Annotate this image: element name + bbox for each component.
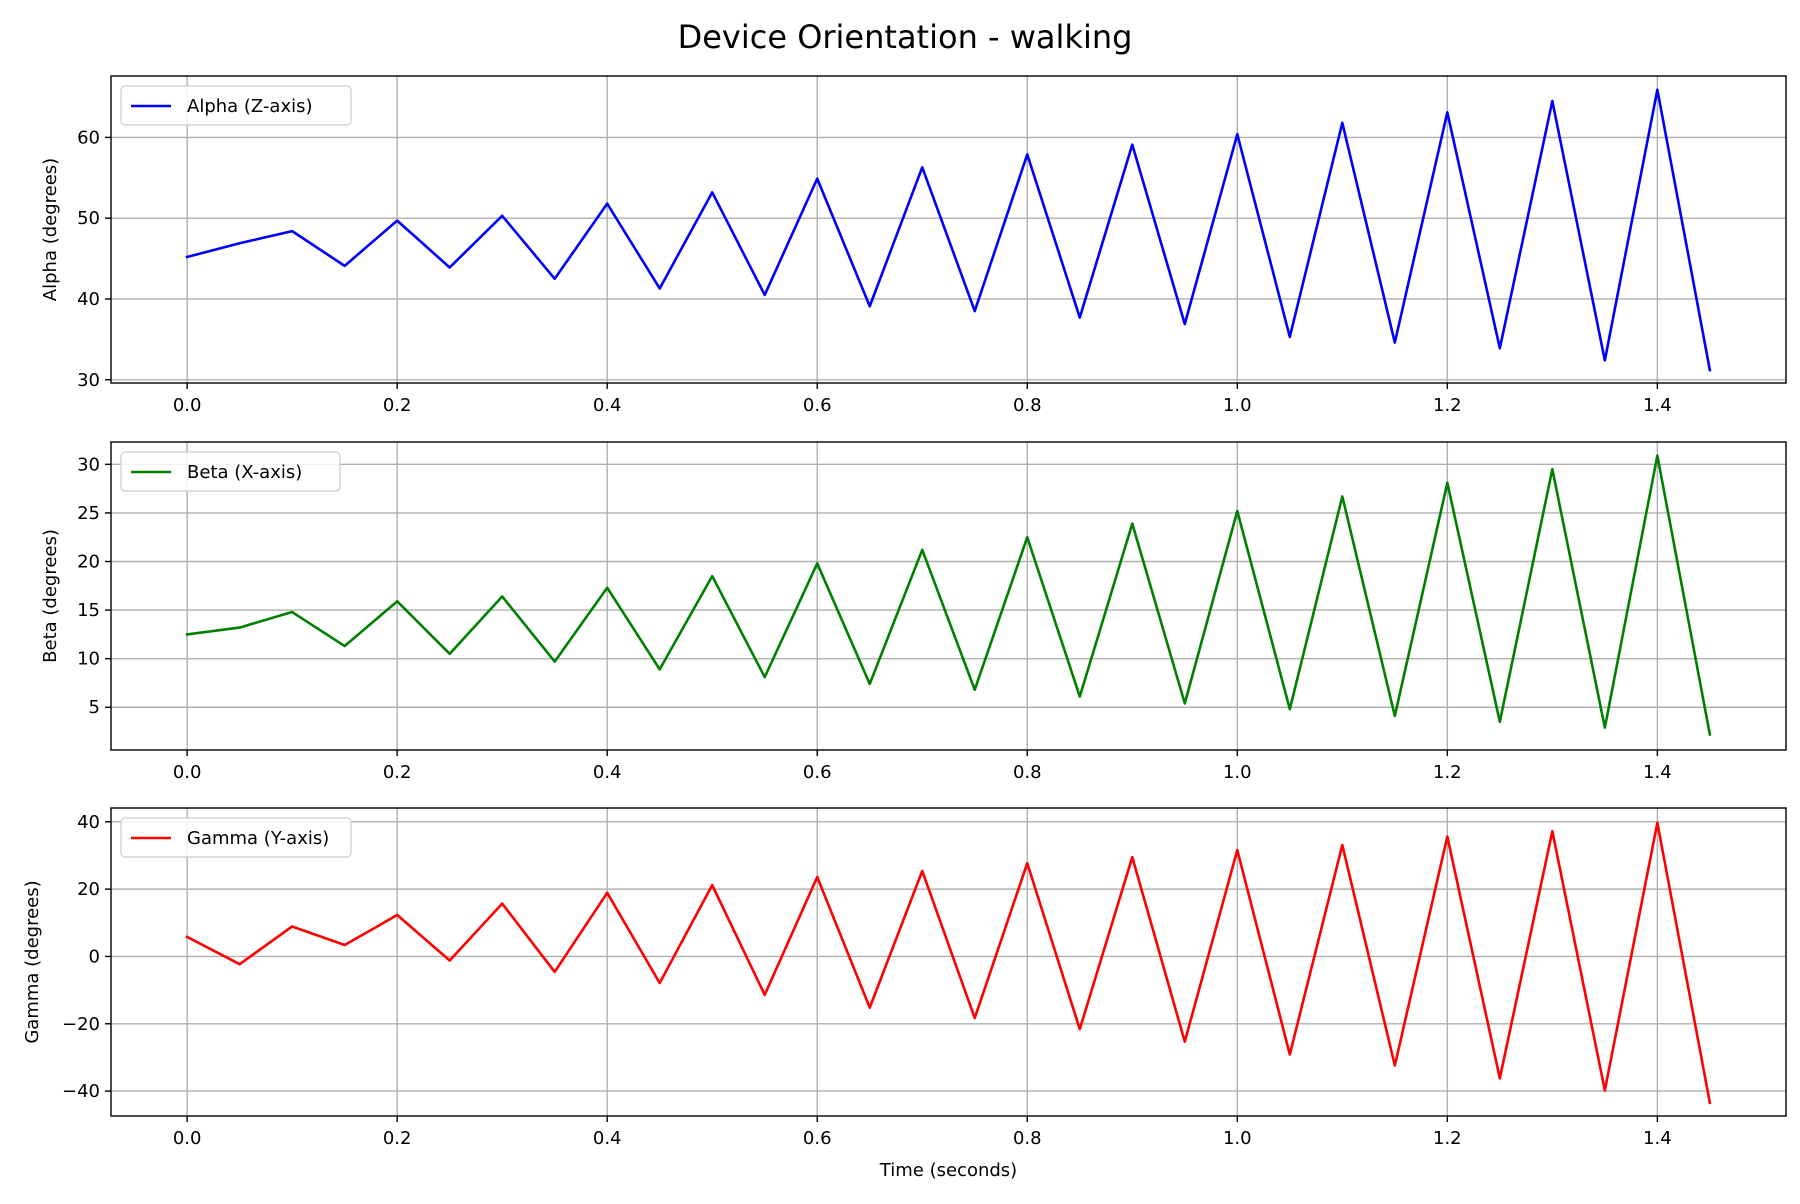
y-tick-label: 10 — [77, 649, 100, 670]
y-tick-label: 30 — [77, 370, 100, 391]
x-tick-label: 1.4 — [1643, 1128, 1672, 1149]
legend-box — [120, 451, 341, 492]
x-tick-label: 1.4 — [1643, 762, 1672, 783]
axes-frame — [110, 75, 1787, 384]
y-tick-label: 5 — [89, 697, 100, 718]
y-axis-label: Gamma (degrees) — [22, 880, 43, 1043]
x-tick-label: 0.0 — [173, 395, 202, 416]
legend-box — [120, 85, 352, 126]
legend-label: Gamma (Y-axis) — [187, 828, 329, 849]
x-tick-label: 1.2 — [1433, 395, 1462, 416]
series-line-alpha — [185, 88, 1712, 372]
subplot-gamma: 0.0 0.2 0.4 0.6 0.8 1.0 1.2 1.4 −40 −20 0 20 40 Gamma… — [22, 807, 1787, 1181]
chart-title: Device Orientation - walking — [678, 18, 1133, 56]
x-tick-label: 0.0 — [173, 1128, 202, 1149]
y-tick-label: 20 — [77, 879, 100, 900]
legend: Alpha (Z-axis) — [120, 85, 352, 126]
legend: Gamma (Y-axis) — [120, 817, 352, 858]
y-axis-label: Alpha (degrees) — [40, 158, 61, 301]
x-axis-label: Time (seconds) — [879, 1160, 1017, 1181]
subplot-alpha: 0.0 0.2 0.4 0.6 0.8 1.0 1.2 1.4 30 40 50 60 Alpha (d… — [40, 75, 1787, 416]
x-tick-label: 1.4 — [1643, 395, 1672, 416]
x-tick-label: 0.2 — [383, 1128, 412, 1149]
y-tick-label: 30 — [77, 454, 100, 475]
legend-label: Alpha (Z-axis) — [187, 96, 313, 117]
plot-area — [111, 442, 1786, 750]
y-tick-label: −40 — [62, 1081, 100, 1102]
x-tick-label: 0.2 — [383, 395, 412, 416]
y-tick-label: 20 — [77, 552, 100, 573]
legend-label: Beta (X-axis) — [187, 462, 302, 483]
series-line-beta — [185, 454, 1712, 736]
y-tick-label: −20 — [62, 1014, 100, 1035]
y-tick-label: 0 — [89, 946, 100, 967]
x-tick-label: 0.8 — [1013, 762, 1042, 783]
y-tick-label: 40 — [77, 289, 100, 310]
y-tick-label: 50 — [77, 208, 100, 229]
axes-frame — [110, 807, 1787, 1117]
x-tick-label: 0.4 — [593, 762, 622, 783]
x-tick-label: 1.0 — [1223, 395, 1252, 416]
axes-frame — [110, 441, 1787, 751]
x-tick-label: 0.6 — [803, 762, 832, 783]
x-tick-label: 0.4 — [593, 395, 622, 416]
legend-box — [120, 817, 352, 858]
plot-area — [111, 76, 1786, 383]
x-tick-label: 0.6 — [803, 1128, 832, 1149]
x-tick-label: 0.8 — [1013, 395, 1042, 416]
plot-area — [111, 808, 1786, 1116]
y-tick-label: 40 — [77, 812, 100, 833]
y-tick-label: 25 — [77, 503, 100, 524]
x-tick-label: 0.2 — [383, 762, 412, 783]
subplot-beta: 0.0 0.2 0.4 0.6 0.8 1.0 1.2 1.4 5 10 15 20 25 30 Beta … — [40, 441, 1787, 783]
y-tick-label: 15 — [77, 600, 100, 621]
series-line-gamma — [185, 821, 1712, 1105]
y-tick-label: 60 — [77, 127, 100, 148]
x-tick-label: 1.2 — [1433, 762, 1462, 783]
legend: Beta (X-axis) — [120, 451, 341, 492]
x-tick-label: 1.0 — [1223, 1128, 1252, 1149]
x-tick-label: 0.0 — [173, 762, 202, 783]
x-tick-label: 1.2 — [1433, 1128, 1462, 1149]
x-tick-label: 1.0 — [1223, 762, 1252, 783]
x-tick-label: 0.6 — [803, 395, 832, 416]
x-tick-label: 0.8 — [1013, 1128, 1042, 1149]
y-axis-label: Beta (degrees) — [40, 529, 61, 663]
x-tick-label: 0.4 — [593, 1128, 622, 1149]
